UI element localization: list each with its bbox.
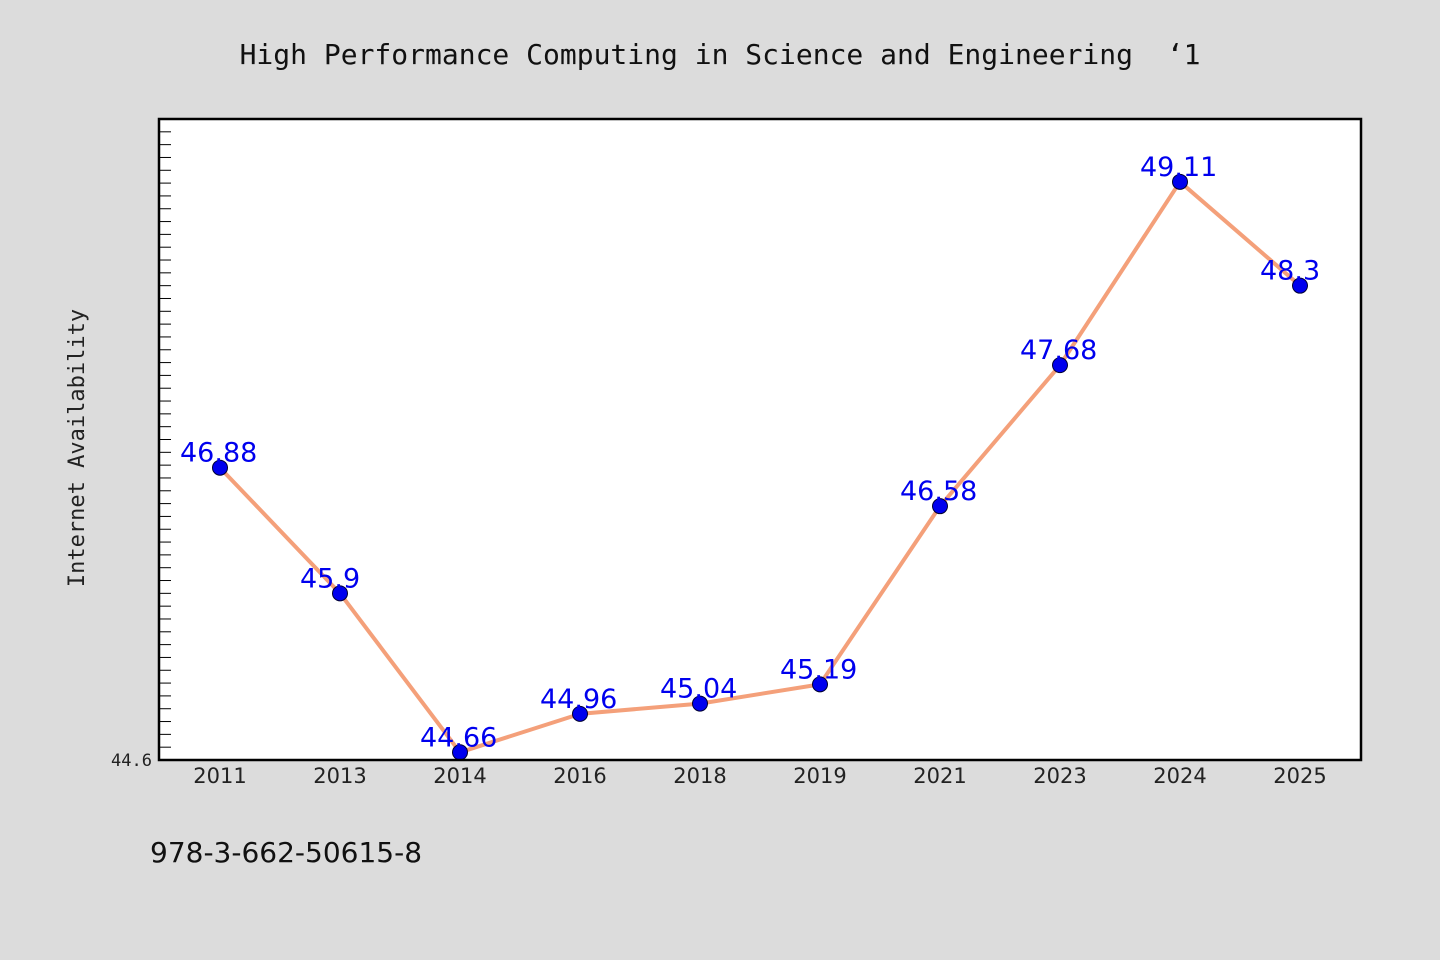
data-point bbox=[692, 695, 708, 712]
y-axis-label: Internet Availability bbox=[65, 309, 90, 587]
series-line bbox=[218, 179, 1302, 755]
markers-group bbox=[212, 173, 1308, 761]
data-label: 46.58 bbox=[900, 476, 977, 507]
data-point bbox=[812, 676, 828, 693]
data-point bbox=[212, 459, 228, 476]
y-tick-labels: 44.6 bbox=[111, 751, 152, 771]
data-label: 47.68 bbox=[1020, 335, 1097, 366]
chart-title: High Performance Computing in Science an… bbox=[240, 38, 1201, 71]
y-tick-label: 44.6 bbox=[111, 751, 152, 771]
data-point bbox=[1172, 173, 1188, 190]
footer-isbn: 978-3-662-50615-8 bbox=[150, 836, 422, 869]
data-point bbox=[932, 498, 948, 515]
data-point bbox=[332, 585, 348, 602]
data-labels-group: 46.88 45.9 44.66 44.96 45.04 45.19 46.58 47.68 4… bbox=[180, 152, 1320, 753]
data-label: 45.9 bbox=[300, 563, 360, 594]
data-label: 46.88 bbox=[180, 438, 257, 469]
data-point bbox=[1052, 357, 1068, 374]
data-point bbox=[572, 705, 588, 722]
plot-frame bbox=[157, 117, 1363, 762]
x-tick-label: 2021 bbox=[913, 764, 966, 788]
x-tick-labels: 2011 2013 2014 2016 2018 2019 2021 2023 2024 2025 bbox=[193, 764, 1326, 788]
series-group bbox=[218, 179, 1302, 755]
data-label: 45.19 bbox=[780, 654, 857, 685]
x-tick-label: 2023 bbox=[1033, 764, 1086, 788]
x-tick-label: 2018 bbox=[673, 764, 726, 788]
data-label: 49.11 bbox=[1140, 152, 1217, 183]
data-point bbox=[1292, 277, 1308, 294]
x-tick-label: 2011 bbox=[193, 764, 246, 788]
x-tick-label: 2013 bbox=[313, 764, 366, 788]
data-label: 44.96 bbox=[540, 684, 617, 715]
axis-ticks bbox=[159, 131, 171, 748]
data-label: 45.04 bbox=[660, 674, 737, 705]
x-tick-label: 2025 bbox=[1273, 764, 1326, 788]
plot-area bbox=[159, 119, 1361, 760]
x-tick-label: 2016 bbox=[553, 764, 606, 788]
x-tick-label: 2019 bbox=[793, 764, 846, 788]
data-label: 48.3 bbox=[1260, 256, 1320, 287]
x-tick-label: 2014 bbox=[433, 764, 486, 788]
data-label: 44.66 bbox=[420, 722, 497, 753]
x-tick-label: 2024 bbox=[1153, 764, 1206, 788]
